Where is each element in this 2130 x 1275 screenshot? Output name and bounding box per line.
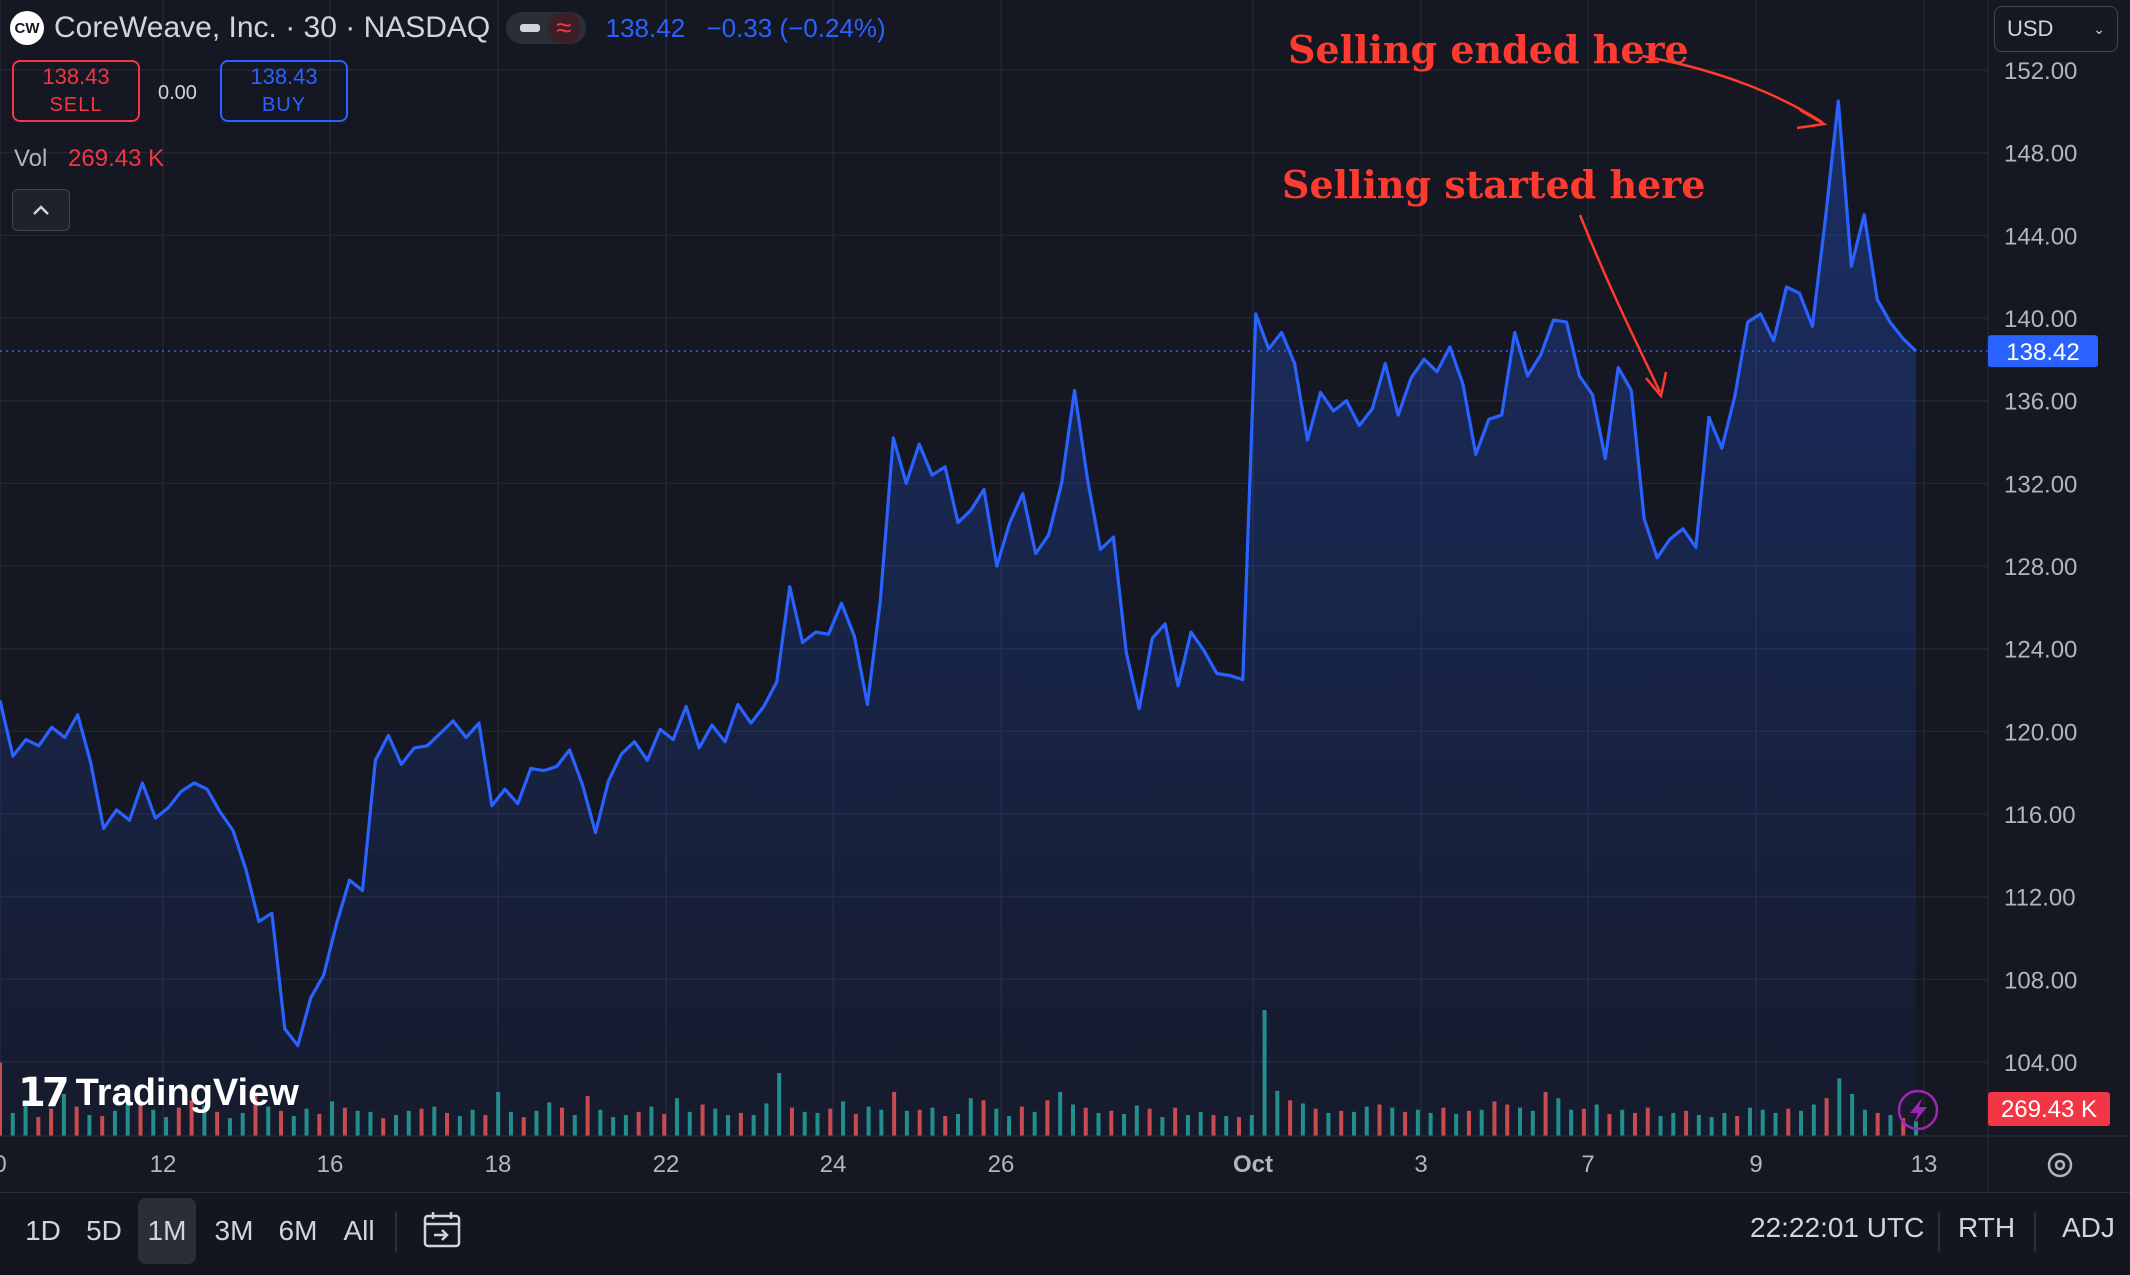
annotation-arrow-started <box>1578 214 1662 393</box>
price-area-fill <box>0 101 1916 1136</box>
volume-value: 269.43 K <box>68 145 165 172</box>
volume-legend: Vol 269.43 K <box>14 145 164 173</box>
last-price: 138.42 <box>605 12 686 43</box>
time-tick-label: 22 <box>653 1151 680 1178</box>
time-tick-label: 12 <box>150 1151 177 1178</box>
symbol-header: CW CoreWeave, Inc. · 30 · NASDAQ ≈ 138.4… <box>10 8 900 48</box>
last-volume-badge <box>1988 1092 2110 1126</box>
sell-button[interactable]: 138.43 SELL <box>12 60 140 122</box>
price-tick-label: 152.00 <box>2004 58 2077 85</box>
price-tick-label: 112.00 <box>2004 885 2076 912</box>
delayed-data-icon: ≈ <box>548 13 580 43</box>
settings-gear-icon <box>2047 1152 2073 1178</box>
time-tick-label: 18 <box>485 1151 512 1178</box>
price-tick-label: 124.00 <box>2004 637 2077 664</box>
bottom-toolbar <box>0 1192 2130 1275</box>
clock-time[interactable]: 22:22:01 UTC <box>1750 1212 1925 1243</box>
price-tick-label: 120.00 <box>2004 719 2077 746</box>
time-tick-label: 9 <box>1749 1151 1762 1178</box>
time-tick-label: 0 <box>0 1151 7 1178</box>
price-tick-label: 116.00 <box>2004 802 2076 829</box>
tradingview-logo: 17 TradingView <box>18 1070 299 1116</box>
coreweave-logo-icon[interactable]: CW <box>10 11 44 45</box>
time-tick-label: Oct <box>1233 1151 1273 1178</box>
last-volume-label: 269.43 K <box>2001 1096 2097 1123</box>
annotation-arrowhead-ended <box>1796 108 1828 130</box>
alert-circle-icon <box>1897 1089 1939 1131</box>
chevron-down-icon: ⌄ <box>2093 20 2105 37</box>
go-to-date-icon[interactable] <box>422 1210 462 1250</box>
tradingview-mark-icon: 17 <box>18 1070 70 1116</box>
range-3m[interactable]: 3M <box>214 1215 254 1246</box>
adjust-toggle[interactable]: ADJ <box>2062 1212 2115 1243</box>
symbol-title[interactable]: CoreWeave, Inc. · 30 · NASDAQ <box>54 11 491 44</box>
session-toggle[interactable]: RTH <box>1958 1212 2016 1243</box>
range-1m[interactable]: 1M <box>138 1198 196 1264</box>
annotation-selling-started: Selling started here <box>1282 162 1705 207</box>
price-chart[interactable]: Selling ended here Selling started here 1… <box>0 0 2130 1192</box>
price-tick-label: 108.00 <box>2004 967 2077 994</box>
price-tick-label: 140.00 <box>2004 306 2077 333</box>
last-price-badge <box>1988 335 2098 368</box>
axes: 152.00 148.00 144.00 140.00 136.00 132.00 128.… <box>0 0 2130 1192</box>
price-tick-label: 148.00 <box>2004 141 2077 168</box>
price-tick-label: 128.00 <box>2004 554 2077 581</box>
annotation-selling-ended: Selling ended here <box>1288 27 1689 72</box>
price-axis-bg <box>1988 0 2130 1192</box>
price-area <box>0 99 1988 1136</box>
currency-value: USD <box>2007 16 2054 41</box>
market-status-pill[interactable]: ≈ <box>506 12 586 44</box>
buy-label: BUY <box>261 94 307 116</box>
settings-gear-hub <box>2054 1159 2066 1171</box>
lightning-icon <box>1910 1098 1927 1123</box>
sell-label: SELL <box>49 94 103 116</box>
price-tick-label: 144.00 <box>2004 223 2077 250</box>
tradingview-wordmark: TradingView <box>75 1071 299 1114</box>
buy-button[interactable]: 138.43 BUY <box>220 60 348 122</box>
collapse-legend-button[interactable] <box>12 189 70 231</box>
range-5d[interactable]: 5D <box>86 1215 122 1246</box>
buy-price: 138.43 <box>250 64 318 89</box>
minus-icon <box>520 24 541 32</box>
time-tick-label: 7 <box>1581 1151 1594 1178</box>
toolbar-divider <box>395 1212 397 1252</box>
toolbar-divider <box>1938 1212 1940 1252</box>
range-1d[interactable]: 1D <box>25 1215 61 1246</box>
annotations: Selling ended here Selling started here <box>1282 27 1828 399</box>
time-tick-label: 26 <box>988 1151 1015 1178</box>
time-tick-label: 24 <box>820 1151 847 1178</box>
time-tick-label: 3 <box>1414 1151 1427 1178</box>
price-tick-label: 104.00 <box>2004 1050 2077 1077</box>
volume-label: Vol <box>14 145 48 172</box>
price-tick-label: 136.00 <box>2004 389 2077 416</box>
time-tick-label: 13 <box>1911 1151 1938 1178</box>
time-tick-label: 16 <box>317 1151 344 1178</box>
price-change: −0.33 (−0.24%) <box>706 12 886 43</box>
price-line <box>0 99 1918 1048</box>
annotation-arrowhead-started <box>1645 371 1668 399</box>
price-tick-label: 132.00 <box>2004 471 2077 498</box>
range-all[interactable]: All <box>343 1215 375 1246</box>
price-quote: 138.42 −0.33 (−0.24%) <box>606 13 900 44</box>
chevron-up-icon <box>33 205 49 215</box>
range-6m[interactable]: 6M <box>278 1215 318 1246</box>
last-price-label: 138.42 <box>2006 339 2079 366</box>
toolbar-divider <box>2034 1212 2036 1252</box>
spread-value: 0.00 <box>158 82 197 104</box>
sell-price: 138.43 <box>42 64 110 89</box>
currency-select[interactable]: USD ⌄ <box>1994 6 2118 52</box>
